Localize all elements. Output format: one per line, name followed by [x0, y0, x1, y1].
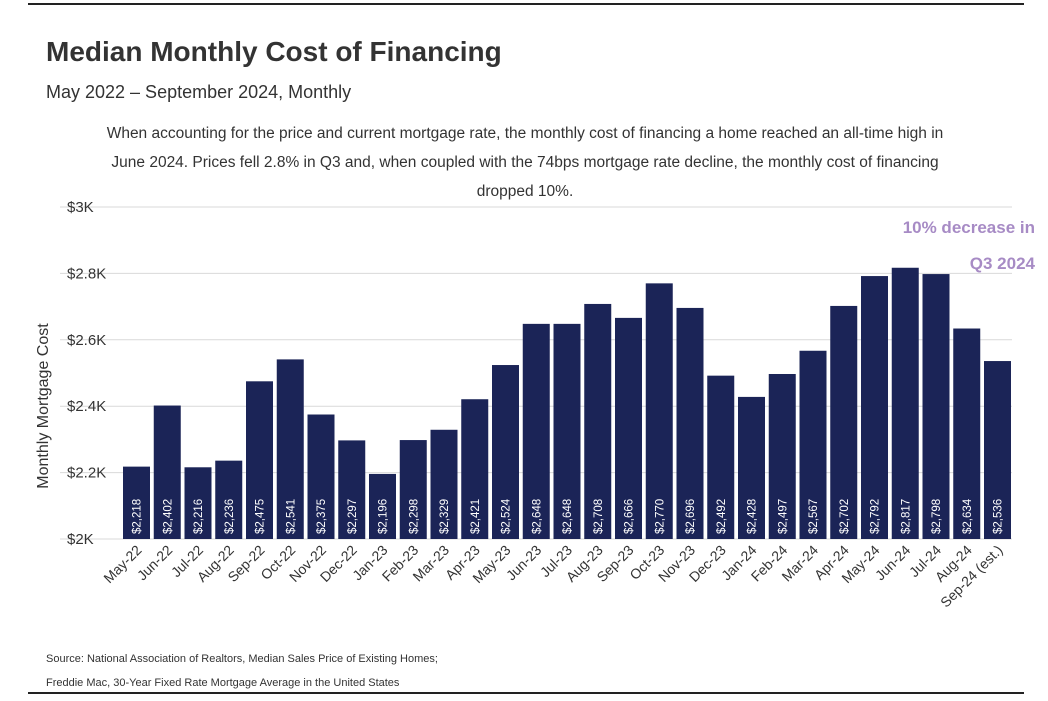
- bar: [307, 414, 335, 539]
- data-label: $2,236: [224, 499, 236, 534]
- bar: [738, 396, 765, 539]
- data-label: $2,218: [132, 499, 144, 534]
- bar: [461, 399, 489, 539]
- data-label: $2,634: [962, 498, 974, 534]
- bar: [492, 365, 519, 539]
- bar: [522, 323, 550, 539]
- bar: [399, 440, 427, 539]
- data-label: $2,402: [162, 499, 174, 534]
- data-label: $2,329: [439, 499, 451, 534]
- annotation-line2: Q3 2024: [970, 254, 1036, 273]
- data-label: $2,798: [931, 499, 943, 534]
- bar: [799, 350, 827, 539]
- y-tick-label: $2.6K: [67, 332, 106, 349]
- data-label: $2,297: [347, 499, 359, 534]
- y-tick-label: $2.8K: [67, 265, 106, 282]
- y-tick-label: $3K: [67, 199, 94, 216]
- data-label: $2,497: [777, 499, 789, 534]
- bottom-rule: [28, 692, 1024, 694]
- data-label: $2,298: [408, 499, 420, 534]
- bar: [830, 305, 858, 539]
- data-label: $2,696: [685, 499, 697, 534]
- y-tick-label: $2K: [67, 531, 94, 548]
- y-axis-ticks: $2K $2.2K $2.4K $2.6K $2.8K $3K: [67, 199, 106, 548]
- bar: [246, 381, 273, 539]
- bar: [707, 375, 735, 539]
- bar: [215, 460, 243, 539]
- page-subtitle: May 2022 – September 2024, Monthly: [46, 82, 352, 102]
- bar: [645, 283, 673, 539]
- data-label: $2,492: [716, 499, 728, 534]
- top-rule: [28, 3, 1024, 5]
- bar: [369, 473, 396, 539]
- data-label: $2,648: [531, 499, 543, 534]
- bar: [338, 440, 366, 539]
- data-label: $2,536: [993, 499, 1005, 534]
- bar: [123, 466, 150, 539]
- bar: [153, 405, 181, 539]
- data-label: $2,792: [870, 499, 882, 534]
- data-label: $2,648: [562, 499, 574, 534]
- y-tick-label: $2.4K: [67, 398, 106, 415]
- data-label: $2,770: [654, 499, 666, 534]
- data-label: $2,702: [839, 499, 851, 534]
- data-label: $2,421: [470, 499, 482, 534]
- bar: [861, 276, 888, 539]
- bar: [184, 467, 212, 539]
- x-axis-ticks: May-22Jun-22Jul-22Aug-22Sep-22Oct-22Nov-…: [100, 542, 1005, 611]
- data-label: $2,216: [193, 499, 205, 534]
- chart-description: When accounting for the price and curren…: [106, 125, 944, 200]
- annotation-line1: 10% decrease in: [903, 218, 1035, 237]
- bar: [430, 429, 458, 539]
- x-tick-label: Jun-23: [503, 542, 545, 584]
- bar: [615, 317, 642, 539]
- bar: [676, 307, 704, 539]
- bars: $2,218 $2,402 $2,216 $2,236 $2,475 $2,541 $2,3…: [123, 267, 1011, 539]
- data-label: $2,666: [624, 499, 636, 534]
- data-label: $2,475: [255, 499, 267, 534]
- bar: [922, 274, 950, 539]
- x-tick-label: May-22: [100, 542, 144, 586]
- y-axis-label: Monthly Mortgage Cost: [35, 323, 52, 489]
- bar: [553, 323, 581, 539]
- x-tick-label: Jun-24: [872, 542, 914, 584]
- data-label: $2,375: [316, 499, 328, 534]
- data-label: $2,817: [900, 499, 912, 534]
- source-line-2: Freddie Mac, 30-Year Fixed Rate Mortgage…: [46, 677, 400, 689]
- data-label: $2,567: [808, 499, 820, 534]
- page-title: Median Monthly Cost of Financing: [46, 36, 502, 67]
- source-line-1: Source: National Association of Realtors…: [46, 653, 438, 665]
- data-label: $2,524: [501, 498, 513, 534]
- bar: [276, 359, 304, 539]
- data-label: $2,196: [378, 499, 390, 534]
- x-tick-label: Jun-22: [134, 542, 176, 584]
- bar: [891, 267, 919, 539]
- data-label: $2,541: [285, 499, 297, 534]
- bar: [953, 328, 981, 539]
- bar: [768, 373, 796, 539]
- data-label: $2,428: [747, 499, 759, 534]
- bar: [984, 361, 1011, 539]
- y-tick-label: $2.2K: [67, 465, 106, 482]
- data-label: $2,708: [593, 499, 605, 534]
- bar: [584, 303, 612, 539]
